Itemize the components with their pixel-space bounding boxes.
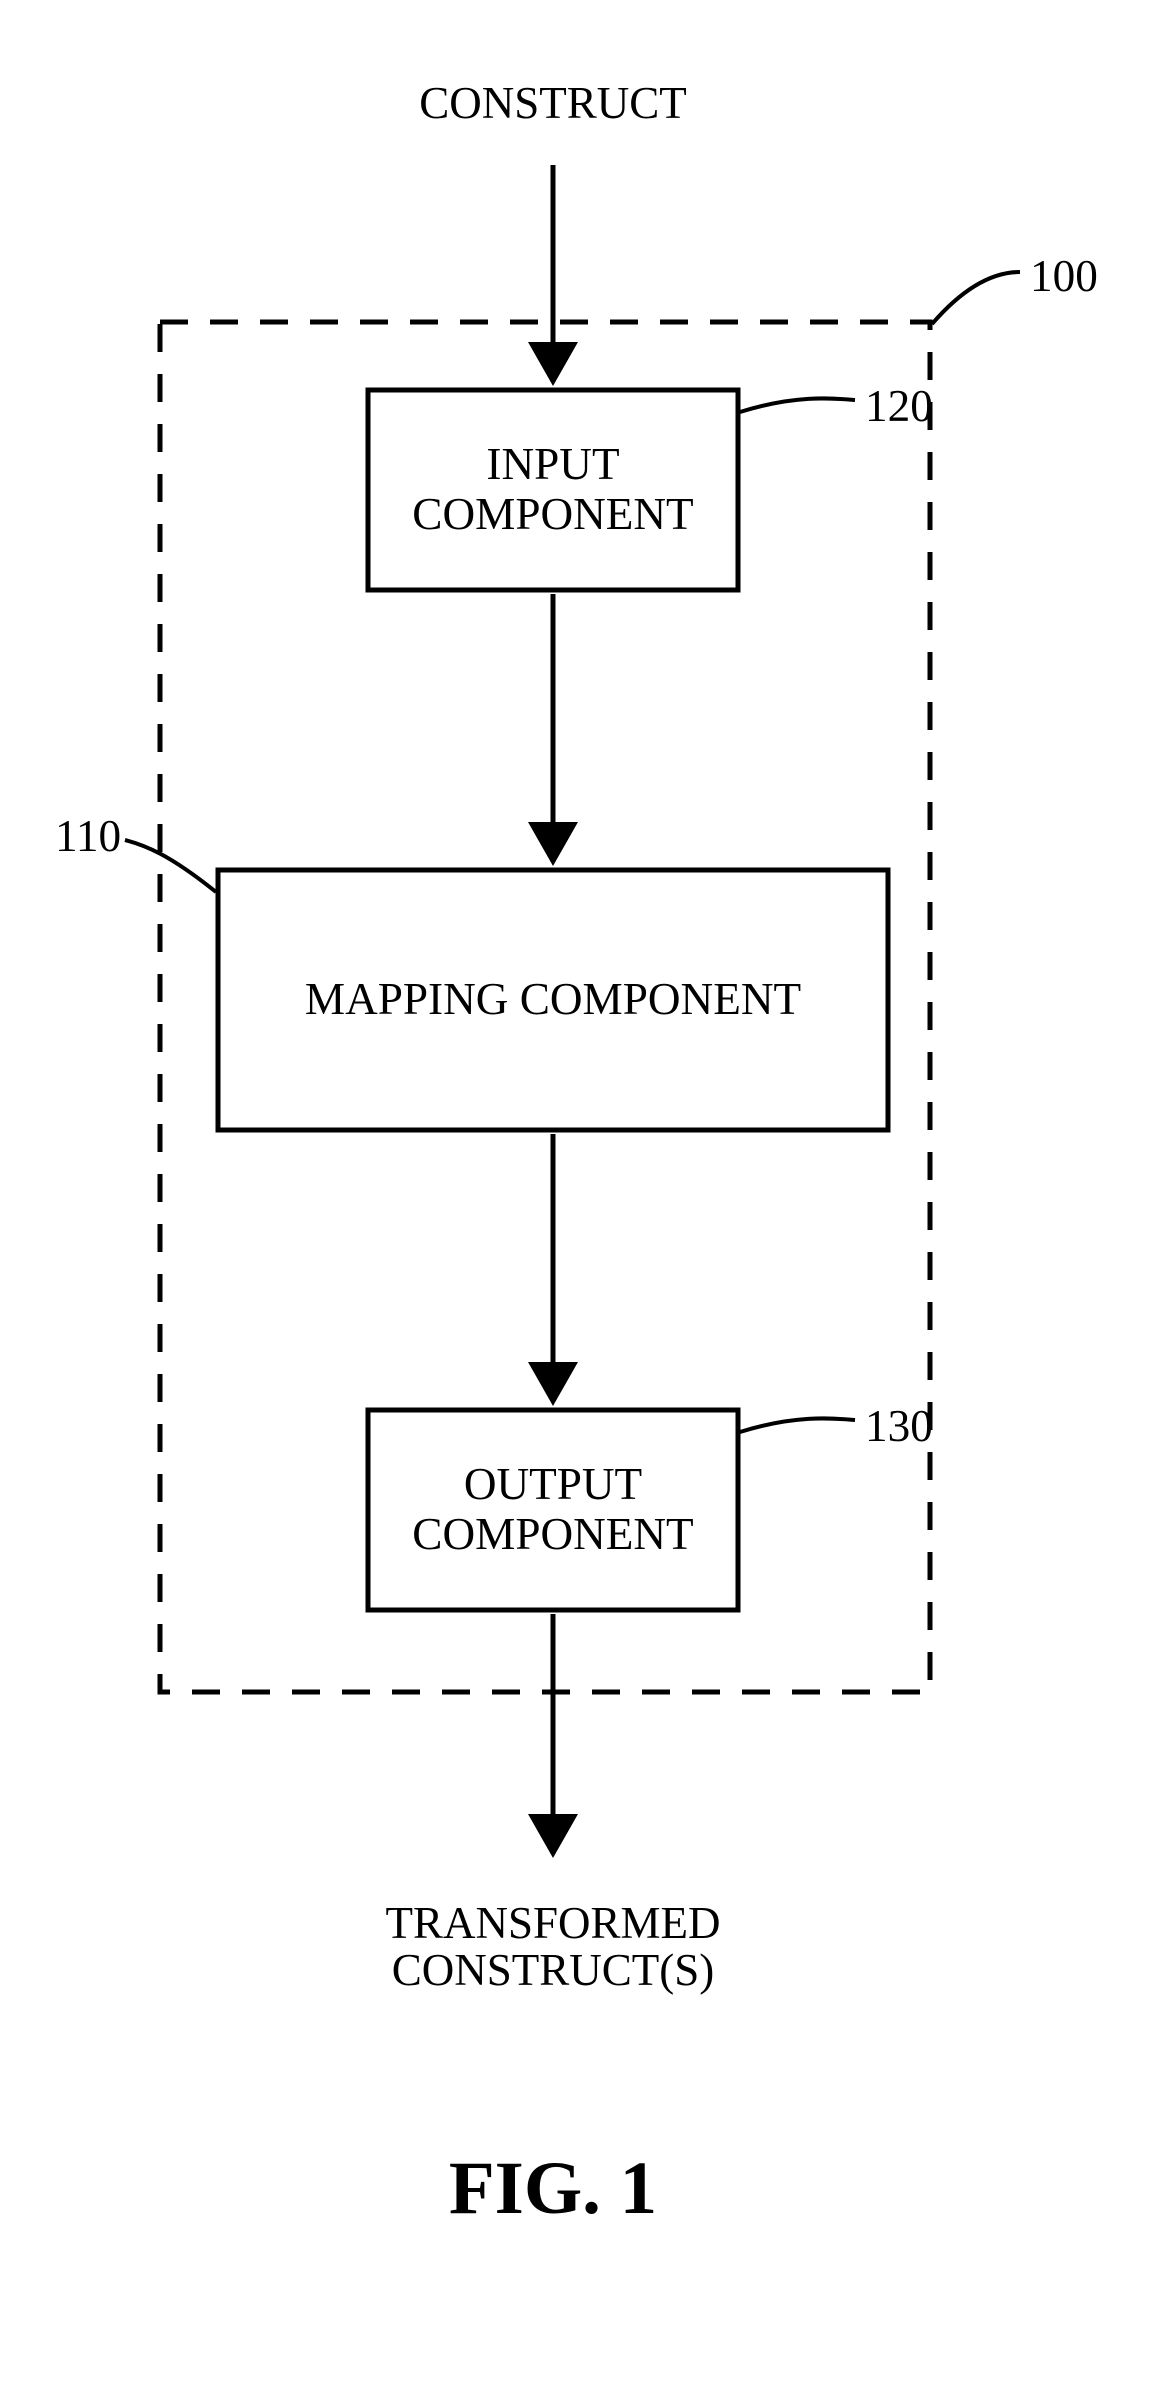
- diagram-svg: [0, 0, 1152, 2399]
- input-component-label: INPUT COMPONENT: [368, 390, 738, 590]
- ref-130: 130: [865, 1400, 933, 1452]
- output-component-label: OUTPUT COMPONENT: [368, 1410, 738, 1610]
- ref-120: 120: [865, 380, 933, 432]
- transformed-construct-label: TRANSFORMED CONSTRUCT(S): [0, 1900, 1106, 1995]
- mapping-component-label: MAPPING COMPONENT: [218, 870, 888, 1130]
- ref-110: 110: [55, 810, 121, 862]
- construct-label: CONSTRUCT: [0, 80, 1106, 127]
- figure-caption: FIG. 1: [0, 2150, 1106, 2229]
- ref-100: 100: [1030, 250, 1098, 302]
